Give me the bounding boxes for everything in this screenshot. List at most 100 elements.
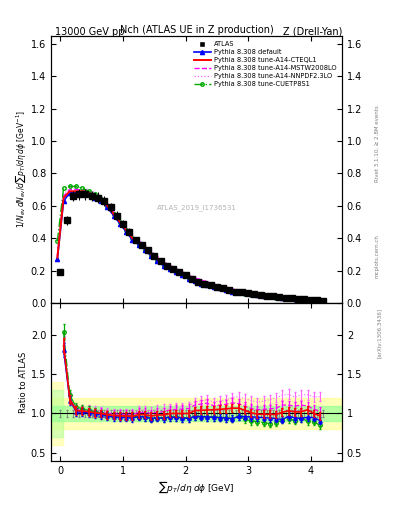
Pythia 8.308 default bbox=[280, 295, 285, 301]
Pythia 8.308 default bbox=[211, 284, 216, 290]
Title: Nch (ATLAS UE in Z production): Nch (ATLAS UE in Z production) bbox=[119, 25, 274, 35]
Pythia 8.308 tune-A14-CTEQL1 bbox=[167, 264, 172, 270]
Pythia 8.308 tune-A14-NNPDF2.3LO bbox=[149, 248, 154, 254]
Pythia 8.308 default bbox=[286, 295, 291, 302]
Pythia 8.308 tune-CUETP8S1 bbox=[205, 282, 210, 288]
Pythia 8.308 default bbox=[105, 204, 110, 210]
Pythia 8.308 tune-CUETP8S1 bbox=[143, 246, 147, 252]
Pythia 8.308 tune-A14-CTEQL1 bbox=[180, 271, 185, 277]
Pythia 8.308 tune-A14-MSTW2008LO bbox=[143, 243, 147, 249]
Pythia 8.308 tune-A14-CTEQL1 bbox=[74, 188, 79, 195]
Pythia 8.308 tune-CUETP8S1 bbox=[61, 185, 66, 191]
Pythia 8.308 tune-A14-NNPDF2.3LO bbox=[205, 278, 210, 284]
Pythia 8.308 tune-A14-NNPDF2.3LO bbox=[74, 185, 79, 191]
Bar bbox=[51, 382, 63, 445]
Pythia 8.308 default bbox=[299, 296, 304, 303]
Pythia 8.308 tune-A14-CTEQL1 bbox=[143, 245, 147, 251]
Pythia 8.308 tune-CUETP8S1 bbox=[136, 242, 141, 248]
Pythia 8.308 tune-A14-MSTW2008LO bbox=[136, 239, 141, 245]
Pythia 8.308 tune-CUETP8S1 bbox=[180, 272, 185, 279]
Pythia 8.308 tune-A14-NNPDF2.3LO bbox=[180, 268, 185, 274]
Pythia 8.308 default bbox=[161, 263, 166, 269]
Bar bbox=[51, 398, 342, 429]
Pythia 8.308 tune-A14-NNPDF2.3LO bbox=[236, 287, 241, 293]
Pythia 8.308 tune-CUETP8S1 bbox=[286, 295, 291, 302]
Pythia 8.308 tune-A14-NNPDF2.3LO bbox=[305, 295, 310, 302]
Pythia 8.308 tune-A14-NNPDF2.3LO bbox=[211, 281, 216, 287]
Pythia 8.308 tune-A14-MSTW2008LO bbox=[318, 297, 322, 303]
Pythia 8.308 tune-A14-CTEQL1 bbox=[193, 276, 197, 283]
Pythia 8.308 tune-A14-CTEQL1 bbox=[255, 291, 260, 297]
Pythia 8.308 tune-A14-MSTW2008LO bbox=[274, 293, 279, 300]
Pythia 8.308 tune-A14-NNPDF2.3LO bbox=[261, 291, 266, 297]
Pythia 8.308 tune-A14-MSTW2008LO bbox=[80, 186, 85, 193]
Pythia 8.308 tune-CUETP8S1 bbox=[92, 191, 97, 198]
Pythia 8.308 tune-A14-NNPDF2.3LO bbox=[105, 200, 110, 206]
Pythia 8.308 tune-CUETP8S1 bbox=[99, 196, 103, 202]
Pythia 8.308 tune-A14-MSTW2008LO bbox=[205, 279, 210, 285]
Pythia 8.308 tune-CUETP8S1 bbox=[218, 285, 222, 291]
Pythia 8.308 tune-A14-CTEQL1 bbox=[80, 188, 85, 195]
Pythia 8.308 tune-A14-CTEQL1 bbox=[242, 289, 247, 295]
Pythia 8.308 default bbox=[61, 198, 66, 204]
Pythia 8.308 tune-CUETP8S1 bbox=[105, 203, 110, 209]
Pythia 8.308 tune-A14-MSTW2008LO bbox=[86, 188, 91, 195]
Bar bbox=[51, 406, 342, 421]
Pythia 8.308 default bbox=[274, 294, 279, 301]
Pythia 8.308 default bbox=[118, 221, 122, 227]
Pythia 8.308 default bbox=[305, 296, 310, 303]
Pythia 8.308 tune-A14-NNPDF2.3LO bbox=[118, 216, 122, 222]
Pythia 8.308 tune-A14-NNPDF2.3LO bbox=[111, 207, 116, 214]
Legend: ATLAS, Pythia 8.308 default, Pythia 8.308 tune-A14-CTEQL1, Pythia 8.308 tune-A14: ATLAS, Pythia 8.308 default, Pythia 8.30… bbox=[192, 39, 339, 89]
Pythia 8.308 tune-CUETP8S1 bbox=[186, 275, 191, 282]
Pythia 8.308 tune-A14-CTEQL1 bbox=[299, 296, 304, 302]
Pythia 8.308 tune-A14-CTEQL1 bbox=[230, 287, 235, 293]
Line: Pythia 8.308 tune-A14-CTEQL1: Pythia 8.308 tune-A14-CTEQL1 bbox=[57, 191, 320, 301]
Pythia 8.308 tune-A14-MSTW2008LO bbox=[218, 283, 222, 289]
Line: Pythia 8.308 default: Pythia 8.308 default bbox=[55, 191, 322, 303]
Pythia 8.308 tune-A14-NNPDF2.3LO bbox=[230, 285, 235, 291]
Pythia 8.308 tune-CUETP8S1 bbox=[293, 296, 298, 302]
Pythia 8.308 tune-A14-CTEQL1 bbox=[280, 294, 285, 301]
Pythia 8.308 tune-A14-NNPDF2.3LO bbox=[286, 294, 291, 300]
Pythia 8.308 tune-A14-NNPDF2.3LO bbox=[136, 237, 141, 243]
Pythia 8.308 tune-A14-NNPDF2.3LO bbox=[130, 232, 135, 238]
Pythia 8.308 tune-A14-NNPDF2.3LO bbox=[167, 262, 172, 268]
Pythia 8.308 tune-A14-MSTW2008LO bbox=[167, 263, 172, 269]
Pythia 8.308 default bbox=[268, 293, 272, 300]
Pythia 8.308 default bbox=[242, 290, 247, 296]
Pythia 8.308 tune-CUETP8S1 bbox=[193, 278, 197, 284]
Pythia 8.308 tune-A14-NNPDF2.3LO bbox=[268, 292, 272, 298]
Pythia 8.308 tune-A14-CTEQL1 bbox=[205, 281, 210, 287]
Pythia 8.308 default bbox=[167, 266, 172, 272]
Pythia 8.308 tune-CUETP8S1 bbox=[55, 239, 60, 245]
Pythia 8.308 default bbox=[311, 297, 316, 303]
Pythia 8.308 tune-A14-NNPDF2.3LO bbox=[218, 282, 222, 288]
Pythia 8.308 default bbox=[180, 272, 185, 279]
Pythia 8.308 tune-A14-NNPDF2.3LO bbox=[318, 296, 322, 303]
Pythia 8.308 default bbox=[111, 212, 116, 219]
Pythia 8.308 tune-A14-NNPDF2.3LO bbox=[299, 295, 304, 302]
Pythia 8.308 default bbox=[293, 296, 298, 302]
Pythia 8.308 tune-A14-NNPDF2.3LO bbox=[55, 251, 60, 258]
Pythia 8.308 tune-A14-NNPDF2.3LO bbox=[255, 290, 260, 296]
Pythia 8.308 tune-A14-MSTW2008LO bbox=[299, 295, 304, 302]
Pythia 8.308 tune-A14-CTEQL1 bbox=[99, 196, 103, 202]
Pythia 8.308 tune-A14-MSTW2008LO bbox=[124, 225, 129, 231]
Pythia 8.308 default bbox=[261, 292, 266, 298]
Pythia 8.308 tune-A14-MSTW2008LO bbox=[174, 266, 178, 272]
Pythia 8.308 tune-A14-CTEQL1 bbox=[161, 261, 166, 267]
Pythia 8.308 default bbox=[218, 285, 222, 291]
X-axis label: $\sum p_T/d\eta\;d\phi\;[\mathrm{GeV}]$: $\sum p_T/d\eta\;d\phi\;[\mathrm{GeV}]$ bbox=[158, 480, 235, 495]
Pythia 8.308 tune-A14-NNPDF2.3LO bbox=[143, 242, 147, 248]
Pythia 8.308 tune-CUETP8S1 bbox=[130, 235, 135, 241]
Pythia 8.308 default bbox=[255, 292, 260, 298]
Pythia 8.308 default bbox=[193, 278, 197, 284]
Pythia 8.308 tune-CUETP8S1 bbox=[149, 253, 154, 259]
Pythia 8.308 tune-CUETP8S1 bbox=[318, 297, 322, 304]
Pythia 8.308 tune-CUETP8S1 bbox=[280, 295, 285, 301]
Pythia 8.308 tune-A14-MSTW2008LO bbox=[186, 272, 191, 279]
Pythia 8.308 tune-A14-NNPDF2.3LO bbox=[68, 185, 72, 191]
Pythia 8.308 tune-A14-MSTW2008LO bbox=[130, 233, 135, 240]
Pythia 8.308 default bbox=[124, 229, 129, 235]
